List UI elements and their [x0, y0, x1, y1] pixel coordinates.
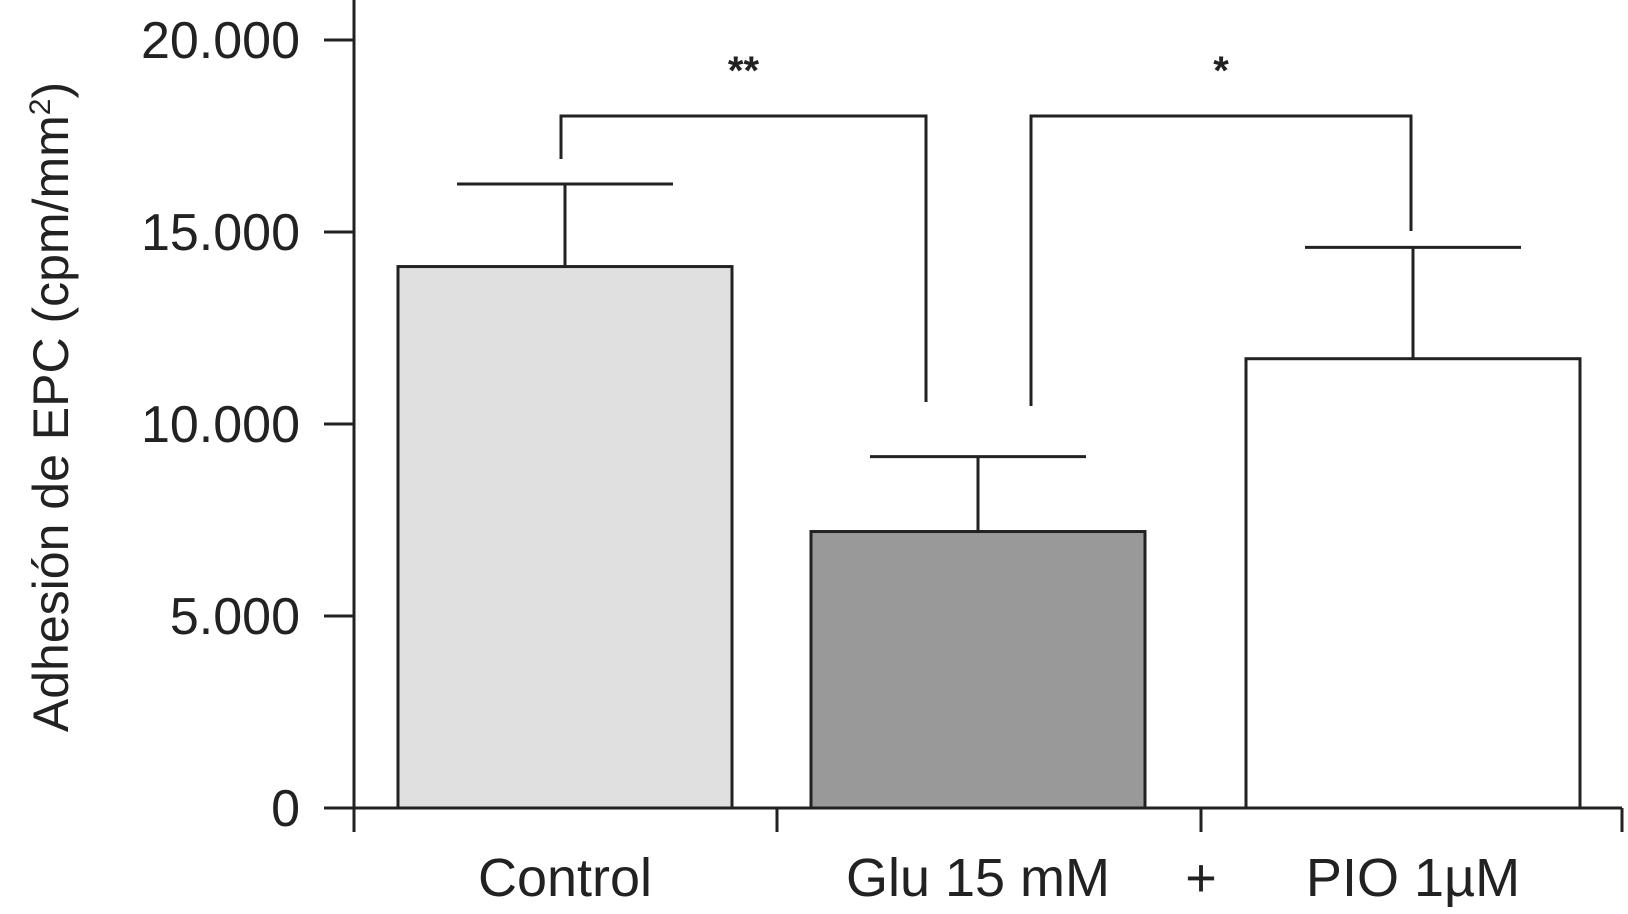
y-axis-title-text: Adhesión de EPC (cpm/mm	[23, 115, 79, 732]
y-tick-label: 10.000	[141, 396, 300, 454]
y-tick-label: 5.000	[170, 588, 300, 646]
y-axis-title-close: )	[23, 82, 79, 99]
significance-bracket	[1029, 114, 1413, 406]
bars	[396, 265, 1582, 810]
y-tick-label: 0	[271, 780, 300, 838]
significance-bracket	[559, 114, 928, 402]
bar	[1244, 357, 1582, 810]
x-category-label: Glu 15 mM	[846, 848, 1110, 908]
axes: 0 5.000 10.000 15.000 20.000	[141, 0, 1624, 838]
significance-label: **	[728, 49, 760, 93]
y-tick-label: 20.000	[141, 12, 300, 70]
x-category-label: Control	[478, 848, 652, 908]
labels: Control Glu 15 mM PIO 1µM	[478, 848, 1520, 908]
bar	[809, 530, 1147, 810]
plus-sign-label: +	[1185, 848, 1217, 908]
significance-label: *	[1213, 49, 1229, 93]
significance-brackets: ** *	[559, 49, 1413, 406]
error-bars	[457, 182, 1521, 532]
y-tick-label: 15.000	[141, 204, 300, 262]
bar	[396, 265, 734, 810]
x-category-label: PIO 1µM	[1306, 848, 1520, 908]
y-axis-title: Adhesión de EPC (cpm/mm2)	[23, 82, 79, 732]
y-axis-title-superscript: 2	[24, 99, 57, 116]
